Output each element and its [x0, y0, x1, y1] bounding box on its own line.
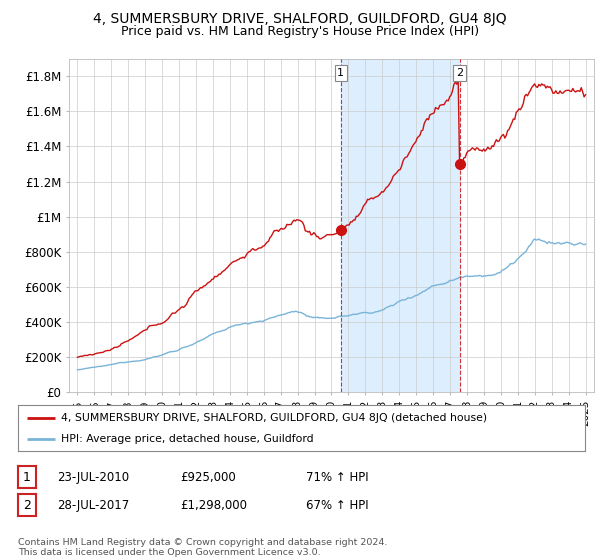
Text: 2: 2 [23, 498, 31, 512]
Text: 1: 1 [337, 68, 344, 78]
Text: 71% ↑ HPI: 71% ↑ HPI [306, 470, 368, 484]
Text: 28-JUL-2017: 28-JUL-2017 [57, 498, 129, 512]
Text: £1,298,000: £1,298,000 [180, 498, 247, 512]
Bar [341, 59, 460, 392]
Text: Price paid vs. HM Land Registry's House Price Index (HPI): Price paid vs. HM Land Registry's House … [121, 25, 479, 38]
Text: £925,000: £925,000 [180, 470, 236, 484]
Text: 4, SUMMERSBURY DRIVE, SHALFORD, GUILDFORD, GU4 8JQ (detached house): 4, SUMMERSBURY DRIVE, SHALFORD, GUILDFOR… [61, 413, 487, 423]
Text: 67% ↑ HPI: 67% ↑ HPI [306, 498, 368, 512]
Text: 23-JUL-2010: 23-JUL-2010 [57, 470, 129, 484]
Text: 4, SUMMERSBURY DRIVE, SHALFORD, GUILDFORD, GU4 8JQ: 4, SUMMERSBURY DRIVE, SHALFORD, GUILDFOR… [93, 12, 507, 26]
Text: 2: 2 [456, 68, 463, 78]
Text: 1: 1 [23, 470, 31, 484]
Text: Contains HM Land Registry data © Crown copyright and database right 2024.
This d: Contains HM Land Registry data © Crown c… [18, 538, 388, 557]
Text: HPI: Average price, detached house, Guildford: HPI: Average price, detached house, Guil… [61, 435, 313, 444]
